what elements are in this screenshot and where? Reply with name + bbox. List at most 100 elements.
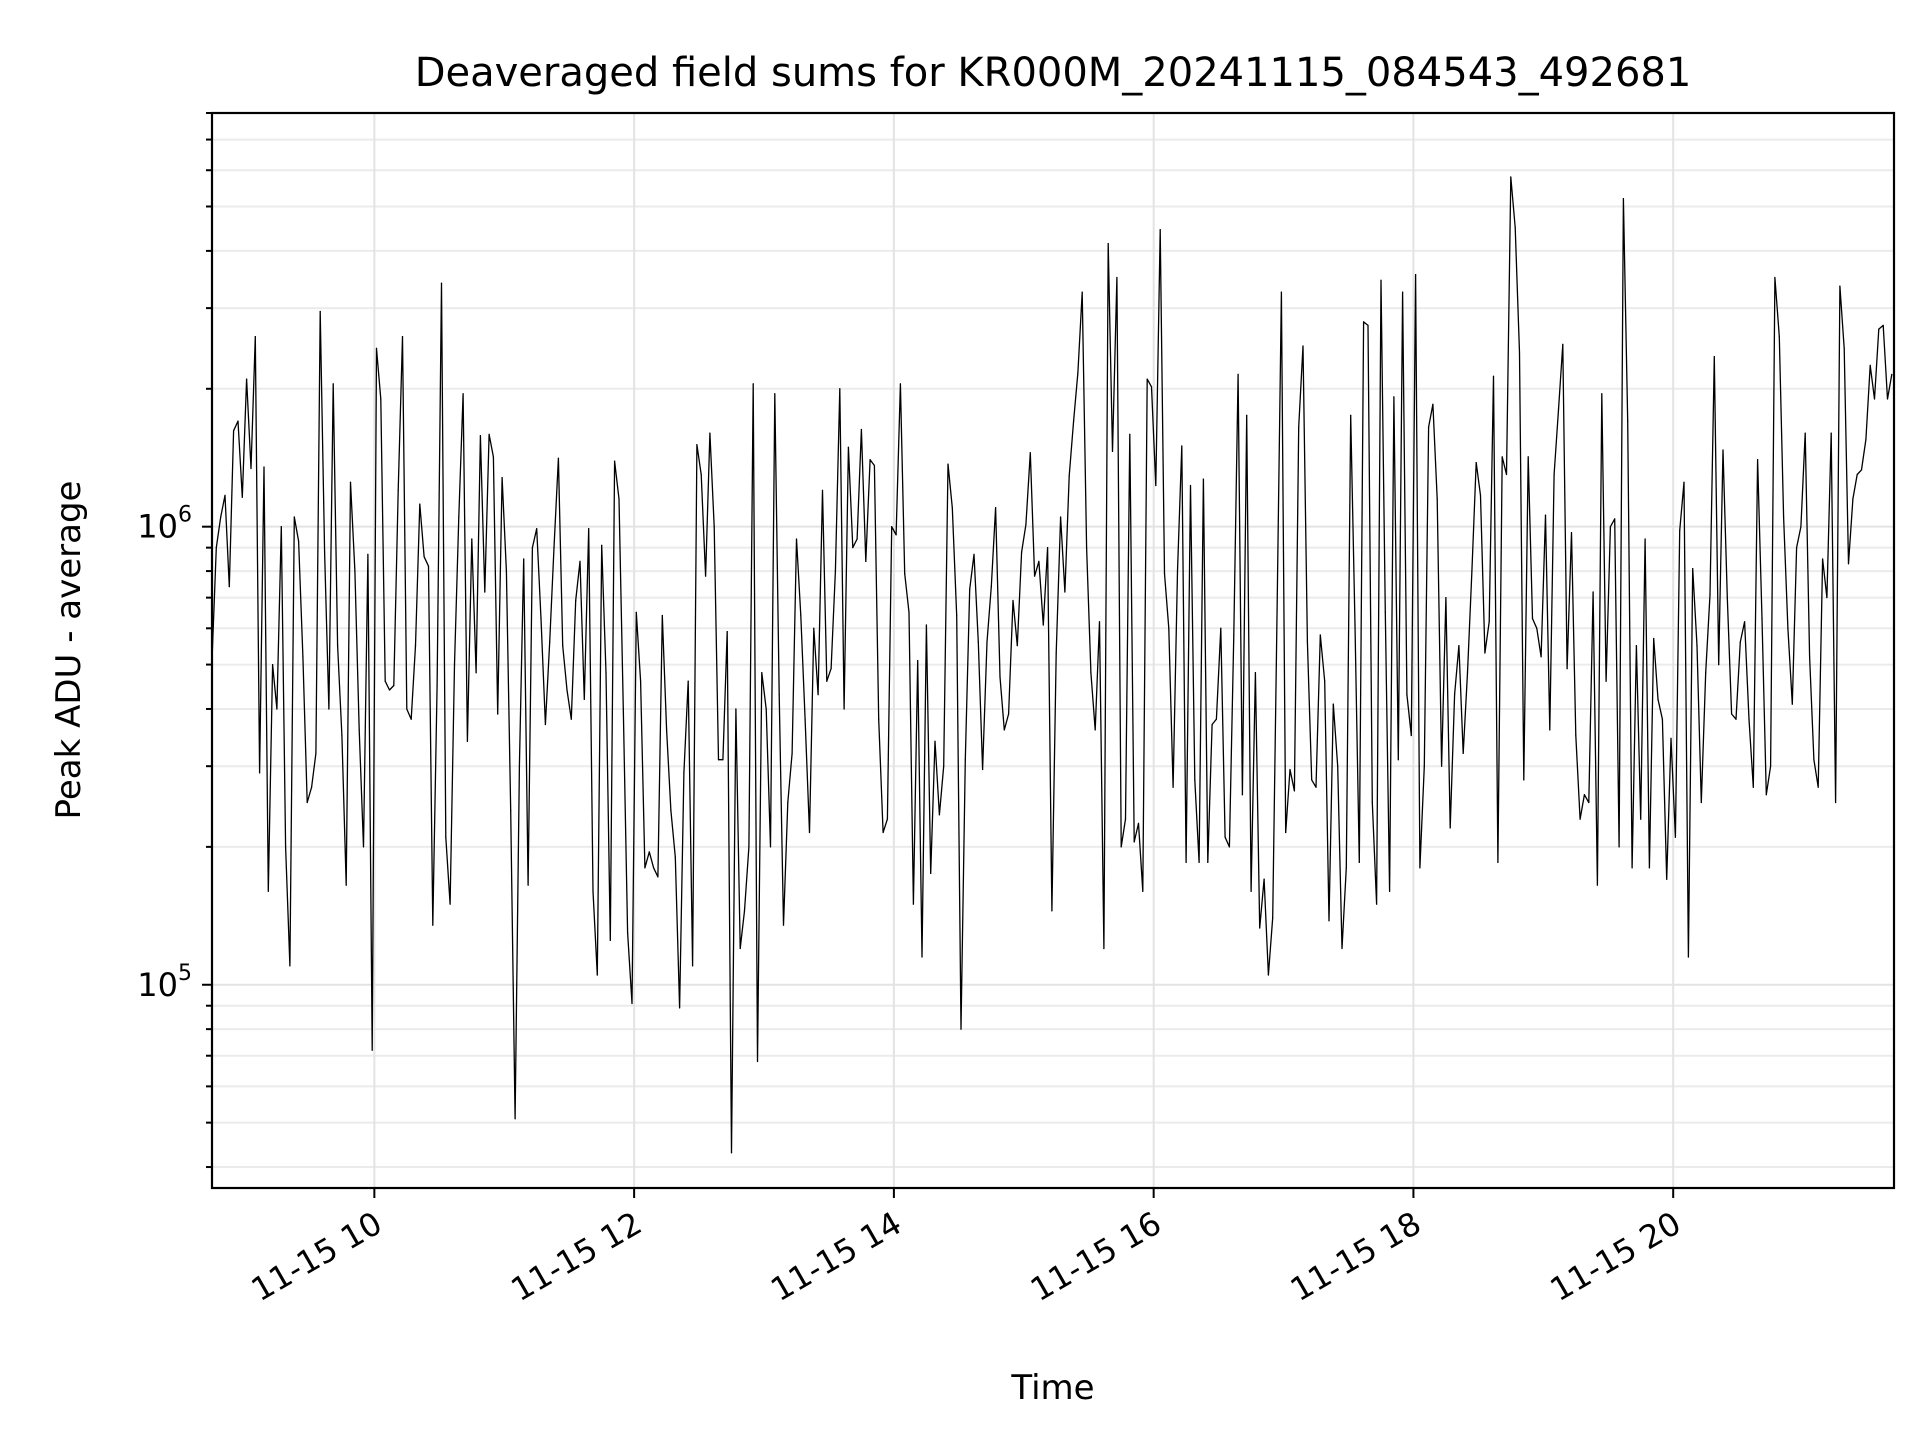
data-point (990, 586, 992, 588)
data-point (1488, 621, 1490, 623)
data-point (237, 420, 239, 422)
data-point (471, 538, 473, 540)
data-point (1518, 351, 1521, 354)
data-point (1752, 786, 1754, 788)
data-point (977, 641, 979, 643)
data-point (1311, 779, 1313, 781)
data-point (1683, 481, 1685, 483)
data-point (570, 718, 572, 720)
data-point (1549, 729, 1551, 731)
data-point (1644, 538, 1646, 540)
data-point (458, 516, 460, 518)
data-point (1726, 597, 1728, 599)
data-point (1739, 641, 1741, 643)
data-point (1618, 846, 1620, 848)
data-point (246, 378, 248, 380)
data-point (1796, 547, 1798, 549)
data-point (1622, 198, 1624, 200)
data-point (1562, 343, 1564, 345)
data-point (1445, 597, 1447, 599)
data-point (1770, 765, 1772, 767)
data-point (1029, 452, 1031, 454)
data-point (1306, 641, 1308, 643)
data-point (1302, 345, 1304, 347)
data-point (531, 547, 534, 549)
data-point (1034, 575, 1036, 577)
data-point (1142, 890, 1144, 892)
data-point (605, 672, 607, 674)
data-point (1393, 396, 1395, 398)
data-point (1090, 672, 1092, 674)
data-point (1428, 426, 1430, 428)
data-point (488, 433, 490, 435)
data-point (1129, 433, 1131, 435)
data-point (709, 432, 711, 434)
data-point (466, 740, 468, 742)
data-point (1220, 627, 1222, 629)
data-point (1021, 551, 1023, 553)
data-point (843, 708, 845, 710)
data-point (1709, 594, 1711, 596)
data-point (1016, 645, 1018, 647)
data-point (674, 856, 676, 858)
data-point (527, 884, 529, 886)
y-tick-base: 10 (137, 508, 178, 546)
data-point (1198, 861, 1200, 864)
data-point (298, 540, 300, 542)
data-point (1648, 867, 1650, 869)
data-point (337, 645, 339, 647)
data-point (1077, 372, 1079, 374)
data-point (553, 547, 555, 549)
data-point (1653, 637, 1655, 640)
data-point (1354, 624, 1356, 626)
y-axis-label: Peak ADU - average (49, 481, 89, 820)
data-point (1566, 668, 1568, 670)
data-point (730, 1152, 733, 1154)
data-point (263, 466, 265, 468)
data-point (1462, 752, 1464, 755)
data-point (1484, 652, 1486, 654)
data-point (769, 846, 772, 848)
data-point (1163, 573, 1166, 575)
data-point (1774, 276, 1776, 279)
data-point (1332, 703, 1334, 705)
data-point (969, 588, 971, 590)
data-point (960, 1028, 962, 1030)
data-point (280, 526, 282, 528)
data-point (315, 752, 317, 755)
data-point (479, 435, 481, 437)
data-point (1047, 547, 1049, 549)
data-point (1436, 498, 1438, 500)
data-point (1748, 718, 1750, 720)
data-point (644, 867, 646, 869)
data-point (964, 759, 966, 761)
data-point (1847, 563, 1850, 565)
data-point (1800, 526, 1802, 528)
data-point (1116, 276, 1118, 279)
data-point (1497, 861, 1499, 864)
data-point (1285, 831, 1287, 834)
data-point (1012, 599, 1014, 602)
data-point (215, 547, 217, 549)
data-point (1588, 801, 1590, 804)
data-point (1687, 956, 1689, 958)
data-point (1830, 432, 1832, 434)
data-point (1886, 398, 1889, 400)
data-point (1419, 867, 1421, 869)
data-point (1068, 475, 1070, 477)
data-point (1350, 414, 1352, 416)
data-point (220, 516, 222, 518)
data-point (1657, 698, 1659, 700)
data-point (1384, 611, 1386, 614)
data-point (1523, 779, 1525, 781)
data-point (717, 759, 720, 761)
data-point (1003, 729, 1005, 731)
data-point (743, 910, 746, 912)
data-point (254, 336, 256, 338)
data-point (241, 496, 243, 498)
data-point (1449, 827, 1451, 829)
series-layer (211, 176, 1893, 1154)
data-point (1397, 759, 1399, 761)
data-point (293, 516, 295, 518)
data-point (1254, 672, 1256, 674)
